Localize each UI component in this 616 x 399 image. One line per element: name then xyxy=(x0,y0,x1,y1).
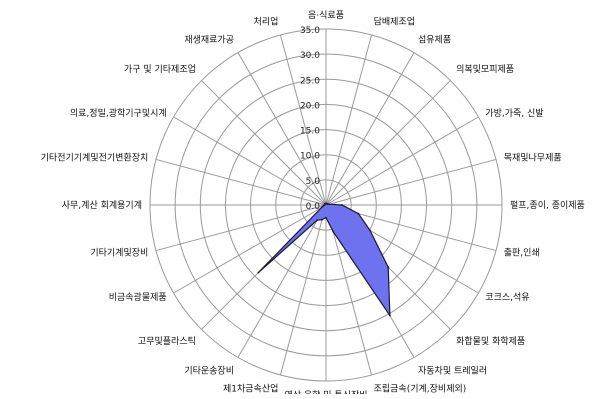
category-label-14: 기타운송장비 xyxy=(184,365,234,376)
category-label-20: 의료,정밀,광학기구및시계 xyxy=(70,107,167,119)
tick-label-7: 35.0 xyxy=(300,26,320,36)
category-label-19: 기타전기기계및전기변환장치 xyxy=(41,151,149,163)
tick-label-3: 15.0 xyxy=(300,127,320,137)
grid-spoke-14 xyxy=(237,204,327,358)
series-0-point-23 xyxy=(324,202,327,205)
tick-label-1: 5.0 xyxy=(306,177,321,187)
series-0-point-7 xyxy=(357,212,360,215)
series-0-point-8 xyxy=(369,229,371,232)
grid-spoke-1 xyxy=(325,34,373,206)
category-label-4: 가방,가죽, 신발 xyxy=(485,108,543,119)
grid-spoke-3 xyxy=(325,80,451,206)
grid-spoke-22 xyxy=(237,52,327,206)
grid-spoke-5 xyxy=(325,158,497,206)
tick-label-6: 30.0 xyxy=(300,51,320,61)
radar-series xyxy=(257,202,391,317)
grid-spoke-20 xyxy=(173,116,327,206)
category-label-7: 출판,인쇄 xyxy=(504,248,540,259)
grid-spoke-2 xyxy=(325,52,415,206)
category-label-16: 비금속광물제품 xyxy=(109,291,167,303)
tick-label-5: 25.0 xyxy=(300,76,320,86)
grid-spoke-23 xyxy=(279,34,327,206)
tick-label-0: 0.0 xyxy=(306,202,321,212)
series-0-point-11 xyxy=(332,230,335,233)
series-0-point-9 xyxy=(387,266,390,269)
grid-spoke-21 xyxy=(201,80,327,206)
grid-spoke-17 xyxy=(155,204,327,252)
category-label-15: 고무및플라스틱 xyxy=(138,335,196,347)
category-label-0: 음·식료품 xyxy=(308,10,344,21)
category-label-18: 사무,계산 회계용기계 xyxy=(62,199,142,211)
category-label-9: 화합물및 화학제품 xyxy=(456,335,525,347)
category-label-2: 섬유제품 xyxy=(418,35,451,46)
category-label-10: 자동차및 트레일러 xyxy=(418,364,487,376)
tick-label-2: 10.0 xyxy=(300,152,320,162)
series-0-point-16 xyxy=(320,206,323,209)
grid-spoke-19 xyxy=(155,158,327,206)
category-label-22: 재생재료가공 xyxy=(184,35,234,46)
category-label-13: 제1차금속산업 xyxy=(223,383,278,394)
category-label-11: 조립금속(기계,장비제외) xyxy=(374,383,467,394)
grid-spoke-13 xyxy=(279,204,327,376)
tick-label-4: 20.0 xyxy=(300,101,320,111)
series-0-point-10 xyxy=(389,314,391,317)
radar-tick-labels: 0.0 5.0 10.0 15.0 20.0 25.0 30.0 35.0 xyxy=(300,26,320,212)
category-label-23: 처리업 xyxy=(254,15,279,27)
category-label-3: 의복및모피제품 xyxy=(456,63,514,75)
category-label-5: 목재및나무제품 xyxy=(504,151,562,163)
category-label-12: 영상,음향 및 통신장비 xyxy=(284,389,367,394)
series-0-point-15 xyxy=(257,271,260,274)
grid-spoke-4 xyxy=(325,116,479,206)
series-0-point-14 xyxy=(316,219,319,222)
series-0-point-6 xyxy=(341,204,343,206)
category-label-21: 가구 및 기타제조업 xyxy=(124,63,196,75)
grid-spoke-16 xyxy=(173,204,327,294)
series-0-point-12 xyxy=(325,216,327,219)
category-label-8: 코크스,석유 xyxy=(485,292,529,303)
category-label-6: 펄프,종이, 종이제품 xyxy=(510,199,585,211)
category-label-1: 담배제조업 xyxy=(374,15,415,27)
series-0-point-5 xyxy=(328,203,330,206)
series-0-point-13 xyxy=(321,218,323,221)
category-label-17: 기타기계및장비 xyxy=(90,247,148,259)
